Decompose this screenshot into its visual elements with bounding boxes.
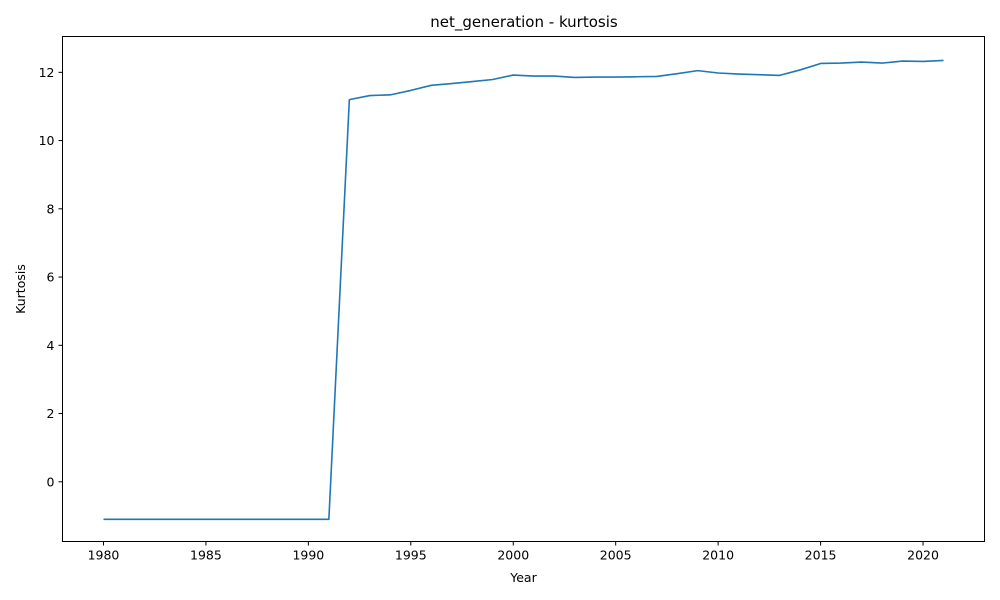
x-tick-label: 2010 <box>702 548 734 563</box>
y-axis-label: Kurtosis <box>13 264 28 314</box>
y-tick-label: 12 <box>39 65 55 80</box>
tick-layer: 1980 1985 1990 1995 2000 2005 2010 2015 2020 0 2 4 6… <box>39 65 939 563</box>
series-layer <box>103 59 944 521</box>
y-tick-label: 10 <box>39 133 55 148</box>
x-tick-label: 2000 <box>497 548 529 563</box>
x-tick-label: 1985 <box>190 548 222 563</box>
y-tick-label: 8 <box>47 201 55 216</box>
x-tick-label: 2015 <box>805 548 837 563</box>
x-tick-label: 1995 <box>395 548 427 563</box>
y-tick-label: 2 <box>47 406 55 421</box>
y-tick-label: 0 <box>47 474 55 489</box>
x-axis-label: Year <box>509 570 537 585</box>
x-tick-label: 1990 <box>292 548 324 563</box>
x-tick-label: 1980 <box>88 548 120 563</box>
plot-frame <box>62 36 985 542</box>
series-line <box>103 59 944 521</box>
x-tick-label: 2020 <box>907 548 939 563</box>
y-tick-label: 6 <box>47 270 55 285</box>
x-tick-label: 2005 <box>600 548 632 563</box>
chart-title: net_generation - kurtosis <box>430 13 618 32</box>
y-tick-label: 4 <box>47 338 55 353</box>
